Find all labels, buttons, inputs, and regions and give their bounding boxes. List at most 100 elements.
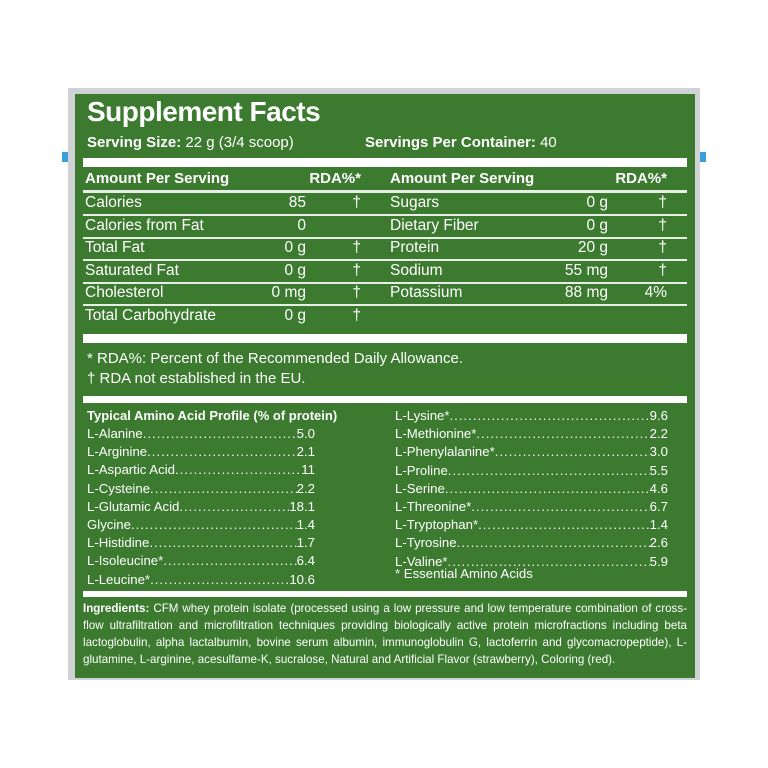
- amino-name: L-Leucine*: [87, 571, 151, 587]
- amino-acid-row: L-Isoleucine* 6.4: [87, 553, 315, 568]
- amino-value: 5.0: [296, 426, 315, 441]
- nutrient-rda: †: [658, 239, 667, 256]
- amino-name: L-Tyrosine: [395, 535, 457, 551]
- nutrient-amount: 20 g: [577, 239, 608, 256]
- amino-name: L-Alanine: [87, 426, 143, 441]
- leader-dots: [179, 499, 289, 514]
- leader-dots: [476, 426, 649, 441]
- amino-acid-row: L-Phenylalanine* 3.0: [395, 444, 668, 459]
- amino-acid-row: L-Leucine* 10.6: [87, 572, 315, 587]
- amino-name: L-Arginine: [87, 444, 148, 460]
- amino-acid-row: L-Lysine* 9.6: [395, 408, 668, 423]
- amino-value: 1.4: [296, 517, 315, 532]
- nutrient-rda: †: [352, 194, 361, 211]
- amino-acid-row: L-Tyrosine 2.6: [395, 535, 668, 550]
- divider: [83, 334, 687, 343]
- leader-dots: [450, 408, 650, 423]
- amino-acid-row: Glycine 1.4: [87, 517, 315, 532]
- leader-dots: [448, 463, 650, 478]
- amino-acid-row: L-Valine* 5.9: [395, 554, 668, 569]
- amino-value: 2.2: [296, 480, 315, 496]
- nutrient-rda: †: [658, 194, 667, 211]
- divider: [83, 396, 687, 403]
- ingredients: Ingredients: CFM whey protein isolate (p…: [83, 600, 687, 668]
- nutrient-name: Protein: [390, 239, 440, 256]
- amino-value: 6.4: [296, 553, 315, 569]
- nutrient-name: Saturated Fat: [85, 261, 179, 279]
- amino-name: L-Cysteine: [87, 480, 151, 496]
- ingredients-label: Ingredients:: [83, 602, 150, 615]
- footnote-rda: * RDA%: Percent of the Recommended Daily…: [87, 350, 464, 367]
- amino-name: Glycine: [87, 517, 131, 532]
- nutrient-name: Cholesterol: [85, 284, 164, 301]
- leader-dots: [131, 517, 297, 532]
- amino-acid-row: L-Proline 5.5: [395, 463, 668, 478]
- amino-value: 2.1: [296, 444, 315, 460]
- nutrient-amount: 88 mg: [564, 284, 608, 301]
- row-divider: [83, 304, 687, 306]
- serving-size: Serving Size: 22 g (3/4 scoop): [87, 134, 294, 151]
- amino-value: 1.7: [296, 535, 315, 551]
- nutrient-amount: 0 g: [284, 239, 306, 256]
- row-divider: [83, 214, 687, 216]
- leader-dots: [445, 481, 650, 496]
- nutrient-rda: 4%: [644, 284, 667, 301]
- leader-dots: [149, 535, 296, 550]
- amino-value: 1.4: [649, 517, 668, 533]
- nutrient-name: Sodium: [390, 261, 443, 279]
- amino-value: 6.7: [649, 499, 668, 514]
- nutrient-name: Potassium: [390, 284, 463, 301]
- nutrient-rda: †: [352, 261, 361, 279]
- nutrient-name: Total Carbohydrate: [85, 306, 216, 324]
- leader-dots: [150, 481, 297, 496]
- amino-value: 11: [301, 462, 315, 478]
- divider: [83, 591, 687, 597]
- amino-name: L-Serine: [395, 480, 445, 496]
- row-divider: [83, 259, 687, 261]
- ingredients-text: CFM whey protein isolate (processed usin…: [83, 602, 687, 666]
- leader-dots: [163, 553, 296, 568]
- leader-dots: [150, 572, 289, 587]
- nutrient-name: Dietary Fiber: [390, 216, 479, 234]
- nutrient-rda: †: [658, 216, 667, 234]
- nutrient-amount: 0 g: [586, 216, 608, 234]
- amino-name: L-Tryptophan*: [395, 517, 479, 533]
- leader-dots: [143, 426, 297, 441]
- amino-value: 10.6: [289, 571, 315, 587]
- leader-dots: [147, 444, 297, 459]
- amino-name: L-Proline: [395, 462, 448, 478]
- amino-note: * Essential Amino Acids: [395, 566, 533, 581]
- amino-acid-row: L-Tryptophan* 1.4: [395, 517, 668, 532]
- nutrient-amount: 0 g: [284, 261, 306, 279]
- header-rda-right: RDA%*: [615, 170, 667, 187]
- divider: [83, 158, 687, 167]
- page-title: Supplement Facts: [87, 96, 321, 127]
- leader-dots: [175, 462, 301, 477]
- amino-value: 2.6: [649, 535, 668, 551]
- header-amount-left: Amount Per Serving: [85, 170, 230, 187]
- leader-dots: [495, 444, 650, 459]
- amino-acid-row: L-Alanine 5.0: [87, 426, 315, 441]
- amino-name: L-Aspartic Acid: [87, 462, 175, 478]
- amino-name: L-Valine*: [395, 553, 448, 569]
- leader-dots: [471, 499, 649, 514]
- nutrient-amount: 55 mg: [564, 261, 608, 279]
- amino-name: L-Histidine: [87, 535, 150, 551]
- amino-value: 3.0: [649, 444, 668, 460]
- servings-value: 40: [540, 134, 557, 151]
- edge-accent: [62, 152, 68, 162]
- edge-accent: [700, 152, 706, 162]
- amino-value: 5.9: [649, 553, 668, 569]
- servings-per-container: Servings Per Container: 40: [365, 134, 557, 151]
- nutrient-amount: 0 g: [284, 306, 306, 324]
- amino-acid-row: L-Aspartic Acid 11: [87, 462, 315, 477]
- nutrient-name: Calories: [85, 194, 142, 211]
- nutrient-amount: 0 g: [586, 194, 608, 211]
- amino-name: L-Glutamic Acid: [87, 498, 180, 514]
- nutrient-amount: 0 mg: [271, 284, 306, 301]
- amino-acid-row: L-Cysteine 2.2: [87, 481, 315, 496]
- amino-acid-row: L-Threonine* 6.7: [395, 499, 668, 514]
- amino-acid-row: L-Histidine 1.7: [87, 535, 315, 550]
- supplement-facts-panel: Supplement Facts Serving Size: 22 g (3/4…: [75, 94, 695, 678]
- amino-value: 2.2: [649, 426, 668, 442]
